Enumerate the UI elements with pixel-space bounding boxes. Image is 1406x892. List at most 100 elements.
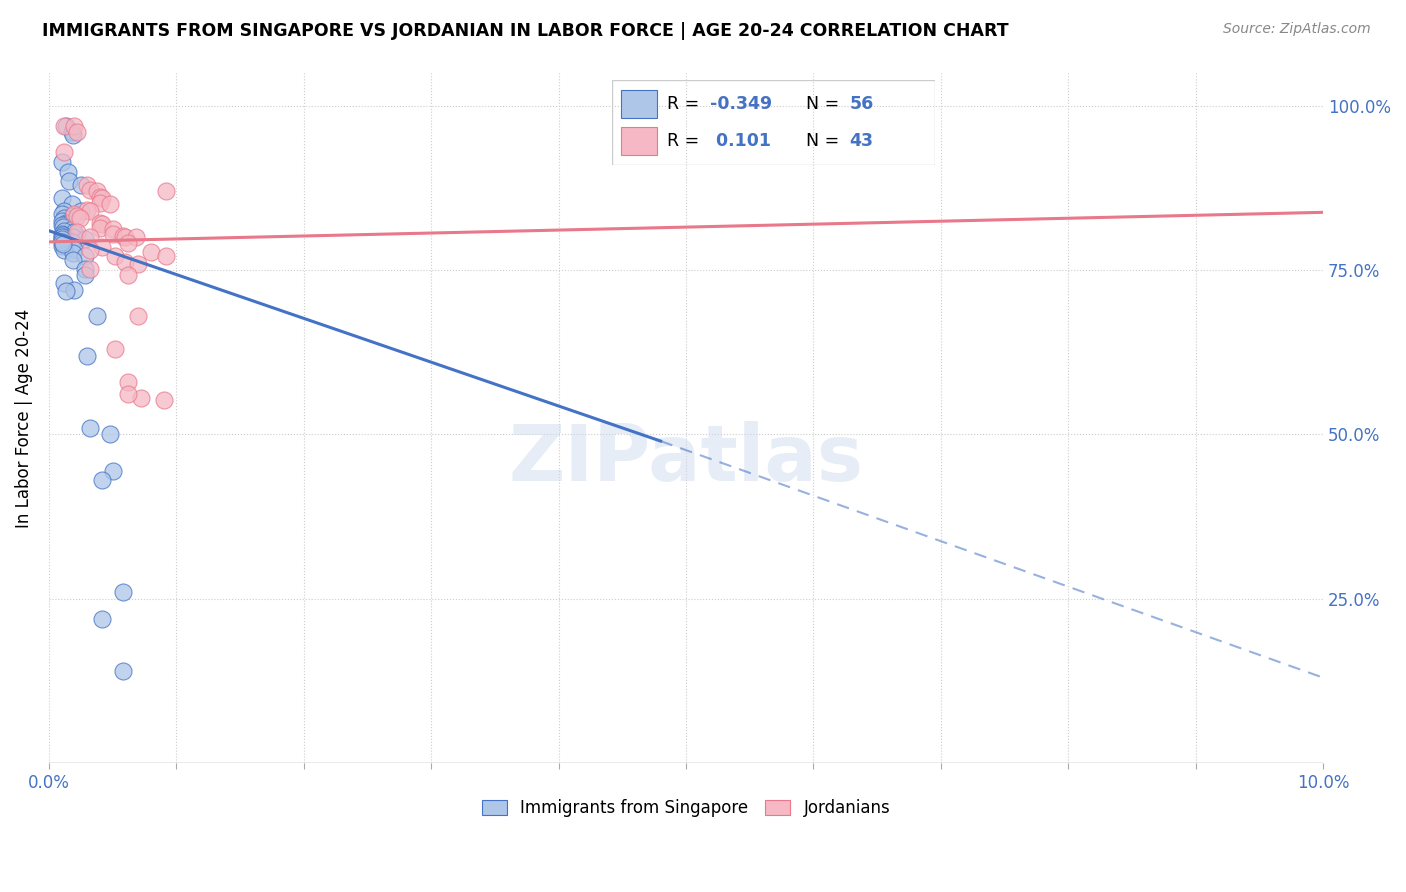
Text: 56: 56 (849, 95, 873, 112)
Point (51, 219, 73, 233)
Point (86, 184, 108, 198)
Point (51, 235, 73, 249)
Point (101, 222, 124, 236)
Point (127, 257, 149, 271)
Point (117, 386, 139, 401)
Point (73, 249, 96, 263)
Y-axis label: In Labor Force | Age 20-24: In Labor Force | Age 20-24 (15, 309, 32, 528)
Point (60, 241, 83, 255)
Point (86, 309, 108, 323)
Point (76, 349, 98, 363)
Point (111, 229, 134, 244)
Point (52, 220, 75, 235)
Point (76, 202, 98, 217)
Point (127, 309, 149, 323)
Point (52, 236, 75, 251)
Text: -0.349: -0.349 (710, 95, 772, 112)
Point (56, 217, 79, 231)
Point (55, 237, 77, 252)
Point (53, 119, 76, 133)
Point (52, 228, 75, 243)
Point (139, 244, 162, 259)
Point (60, 222, 83, 236)
Point (55, 284, 77, 298)
Point (129, 392, 152, 406)
Point (73, 232, 96, 246)
Point (104, 342, 127, 356)
Point (58, 174, 80, 188)
Point (62, 230, 84, 244)
Point (73, 261, 96, 276)
Point (69, 178, 91, 192)
Point (114, 255, 136, 269)
Point (55, 119, 77, 133)
Point (66, 225, 89, 239)
Point (91, 611, 114, 625)
Text: ZIPatlas: ZIPatlas (509, 421, 863, 498)
Point (152, 393, 174, 408)
FancyBboxPatch shape (621, 127, 657, 155)
Point (51, 230, 73, 244)
Point (101, 227, 124, 241)
Point (52, 236, 75, 251)
Point (53, 204, 76, 219)
Text: 43: 43 (849, 132, 873, 150)
Point (53, 244, 76, 258)
Point (155, 184, 177, 198)
Legend: Immigrants from Singapore, Jordanians: Immigrants from Singapore, Jordanians (475, 792, 897, 824)
Point (60, 209, 83, 223)
Point (91, 191, 114, 205)
Point (98, 197, 121, 211)
Point (114, 230, 136, 244)
Point (51, 232, 73, 246)
Point (98, 427, 121, 442)
Point (89, 196, 111, 211)
Point (51, 154, 73, 169)
Point (73, 268, 96, 283)
Point (124, 230, 146, 244)
Point (79, 261, 101, 276)
Point (79, 204, 101, 219)
Point (62, 253, 84, 268)
Point (51, 233, 73, 247)
FancyBboxPatch shape (621, 89, 657, 118)
Point (53, 211, 76, 225)
Point (51, 214, 73, 228)
Point (91, 474, 114, 488)
Text: Source: ZipAtlas.com: Source: ZipAtlas.com (1223, 22, 1371, 37)
Point (89, 189, 111, 203)
Point (104, 249, 127, 263)
Point (51, 227, 73, 241)
Point (69, 204, 91, 219)
Point (51, 207, 73, 221)
Point (66, 209, 89, 223)
Point (76, 178, 98, 192)
Point (111, 585, 134, 599)
Text: N =: N = (806, 132, 845, 150)
Point (89, 216, 111, 230)
Point (111, 664, 134, 678)
Point (62, 128, 84, 143)
Point (63, 242, 86, 256)
Point (60, 235, 83, 249)
Point (63, 283, 86, 297)
Point (51, 191, 73, 205)
Point (51, 239, 73, 253)
Point (62, 246, 84, 260)
Point (117, 375, 139, 389)
Point (155, 249, 177, 263)
Text: 0.101: 0.101 (710, 132, 772, 150)
Text: IMMIGRANTS FROM SINGAPORE VS JORDANIAN IN LABOR FORCE | AGE 20-24 CORRELATION CH: IMMIGRANTS FROM SINGAPORE VS JORDANIAN I… (42, 22, 1010, 40)
Point (53, 230, 76, 244)
Text: N =: N = (806, 95, 845, 112)
Point (117, 235, 139, 250)
Point (55, 216, 77, 230)
Point (63, 225, 86, 239)
Text: R =: R = (666, 132, 704, 150)
Point (91, 217, 114, 231)
Point (53, 224, 76, 238)
Point (56, 164, 79, 178)
Point (63, 207, 86, 221)
Point (91, 240, 114, 254)
Point (53, 145, 76, 159)
